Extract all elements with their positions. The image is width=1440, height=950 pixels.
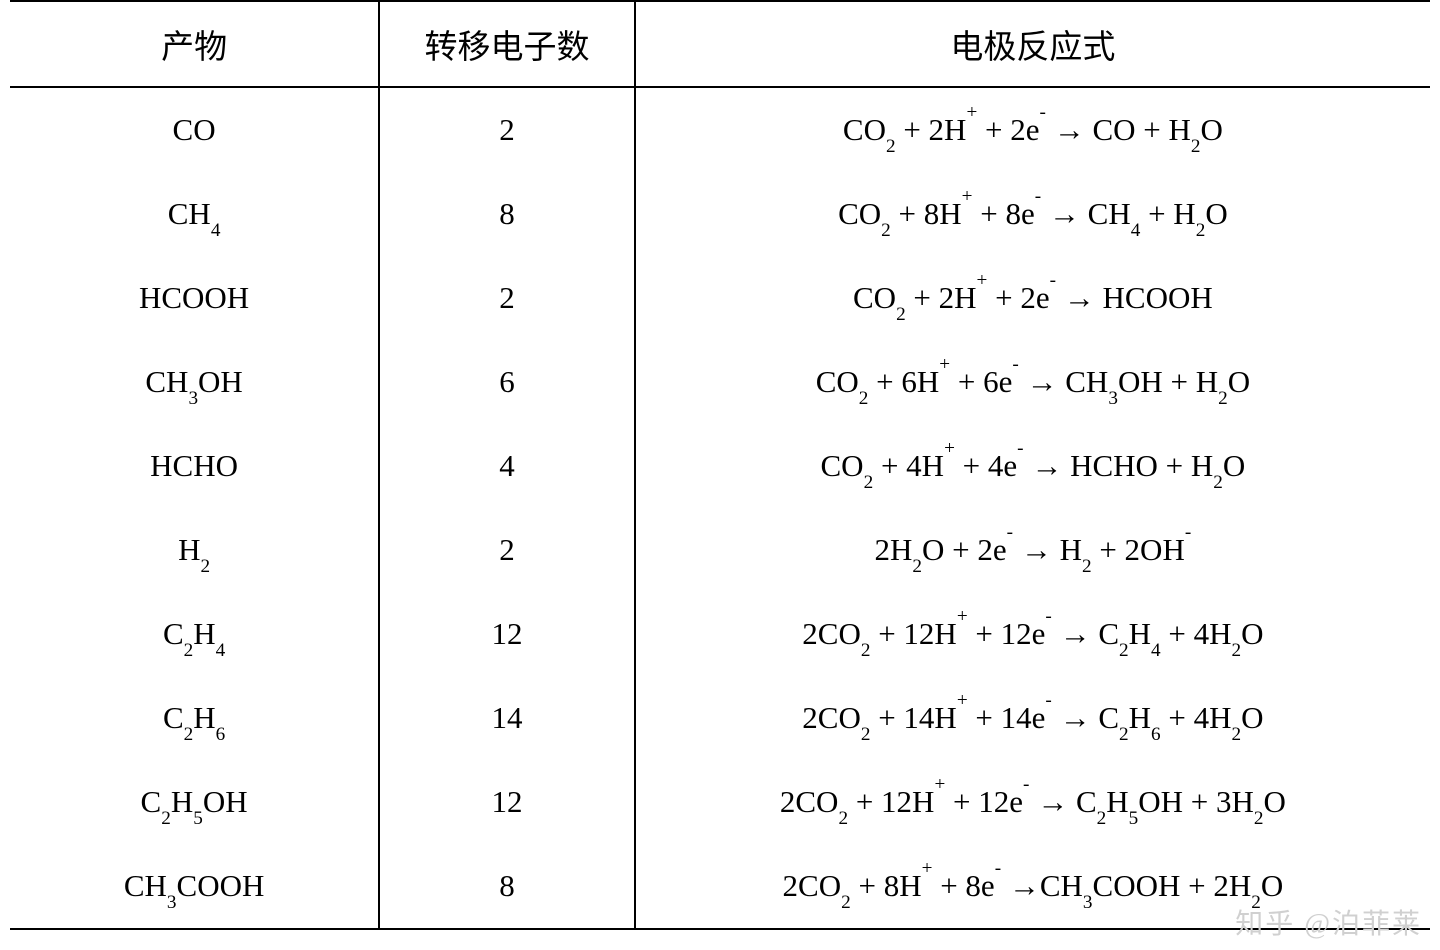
reaction-table-container: 产物 转移电子数 电极反应式 CO2CO2 + 2H+ + 2e- → CO +…	[0, 0, 1440, 930]
table-header: 产物 转移电子数 电极反应式	[10, 1, 1430, 87]
table-row: C2H5OH122CO2 + 12H+ + 12e- → C2H5OH + 3H…	[10, 760, 1430, 844]
cell-product: CH3OH	[10, 340, 379, 424]
cell-equation: 2CO2 + 14H+ + 14e- → C2H6 + 4H2O	[635, 676, 1430, 760]
cell-electrons: 12	[379, 760, 635, 844]
table-row: CH48CO2 + 8H+ + 8e- → CH4 + H2O	[10, 172, 1430, 256]
col-header-equation: 电极反应式	[635, 1, 1430, 87]
cell-product: HCOOH	[10, 256, 379, 340]
cell-equation: 2CO2 + 8H+ + 8e- →CH3COOH + 2H2O	[635, 844, 1430, 929]
table-row: CO2CO2 + 2H+ + 2e- → CO + H2O	[10, 87, 1430, 172]
cell-equation: CO2 + 2H+ + 2e- → CO + H2O	[635, 87, 1430, 172]
table-row: HCOOH2CO2 + 2H+ + 2e- → HCOOH	[10, 256, 1430, 340]
cell-electrons: 12	[379, 592, 635, 676]
table-row: C2H6142CO2 + 14H+ + 14e- → C2H6 + 4H2O	[10, 676, 1430, 760]
table-row: C2H4122CO2 + 12H+ + 12e- → C2H4 + 4H2O	[10, 592, 1430, 676]
table-body: CO2CO2 + 2H+ + 2e- → CO + H2OCH48CO2 + 8…	[10, 87, 1430, 929]
cell-equation: CO2 + 6H+ + 6e- → CH3OH + H2O	[635, 340, 1430, 424]
cell-product: HCHO	[10, 424, 379, 508]
cell-product: H2	[10, 508, 379, 592]
table-row: H222H2O + 2e- → H2 + 2OH-	[10, 508, 1430, 592]
cell-equation: CO2 + 4H+ + 4e- → HCHO + H2O	[635, 424, 1430, 508]
cell-product: C2H4	[10, 592, 379, 676]
col-header-electrons: 转移电子数	[379, 1, 635, 87]
reaction-table: 产物 转移电子数 电极反应式 CO2CO2 + 2H+ + 2e- → CO +…	[10, 0, 1430, 930]
cell-product: CH4	[10, 172, 379, 256]
cell-product: C2H6	[10, 676, 379, 760]
cell-equation: 2CO2 + 12H+ + 12e- → C2H4 + 4H2O	[635, 592, 1430, 676]
cell-electrons: 8	[379, 172, 635, 256]
cell-equation: 2CO2 + 12H+ + 12e- → C2H5OH + 3H2O	[635, 760, 1430, 844]
cell-equation: CO2 + 2H+ + 2e- → HCOOH	[635, 256, 1430, 340]
cell-product: CH3COOH	[10, 844, 379, 929]
cell-electrons: 14	[379, 676, 635, 760]
cell-equation: CO2 + 8H+ + 8e- → CH4 + H2O	[635, 172, 1430, 256]
table-row: HCHO4CO2 + 4H+ + 4e- → HCHO + H2O	[10, 424, 1430, 508]
cell-electrons: 6	[379, 340, 635, 424]
cell-electrons: 4	[379, 424, 635, 508]
table-row: CH3COOH82CO2 + 8H+ + 8e- →CH3COOH + 2H2O	[10, 844, 1430, 929]
table-row: CH3OH6CO2 + 6H+ + 6e- → CH3OH + H2O	[10, 340, 1430, 424]
cell-equation: 2H2O + 2e- → H2 + 2OH-	[635, 508, 1430, 592]
col-header-product: 产物	[10, 1, 379, 87]
cell-product: C2H5OH	[10, 760, 379, 844]
cell-electrons: 2	[379, 256, 635, 340]
cell-product: CO	[10, 87, 379, 172]
cell-electrons: 8	[379, 844, 635, 929]
cell-electrons: 2	[379, 87, 635, 172]
cell-electrons: 2	[379, 508, 635, 592]
